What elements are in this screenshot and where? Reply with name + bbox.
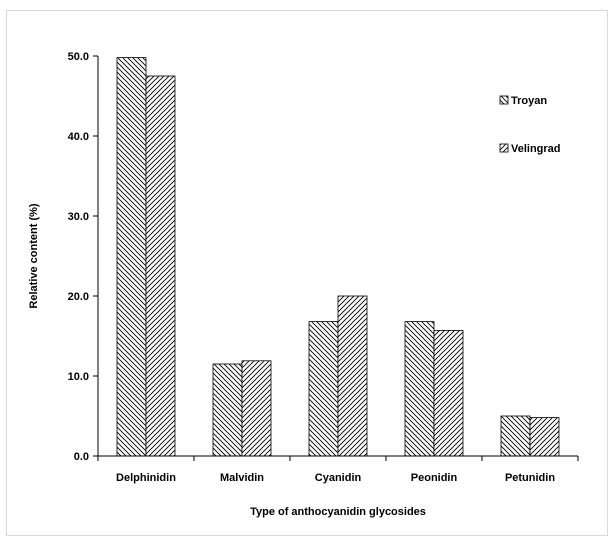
axes-group [97,56,578,457]
bar-troyan-peonidin [404,321,435,457]
bar-troyan-cyanidin [308,321,339,457]
legend-label-velingrad: Velingrad [511,143,561,155]
legend: Troyan Velingrad [499,95,561,155]
chart-frame [6,10,608,536]
y-axis-title: Relative content (%) [28,203,40,308]
y-tick-label: 40.0 [68,131,89,143]
y-tick-label: 30.0 [68,211,89,223]
bar-troyan-malvidin [212,363,243,457]
bar-velingrad-peonidin [433,329,464,457]
bar-troyan-petunidin [500,415,531,457]
x-tick-label-malvidin: Malvidin [220,472,264,484]
y-tick-label: 10.0 [68,371,89,383]
x-tick-label-cyanidin: Cyanidin [315,472,362,484]
x-tick-label-delphinidin: Delphinidin [116,472,176,484]
legend-swatch-troyan [499,95,509,105]
bar-velingrad-cyanidin [337,295,368,457]
ticks-group: 0.0 10.0 20.0 30.0 40.0 50.0 Delphinidin Malvid… [68,51,579,484]
x-tick-label-petunidin: Petunidin [505,472,555,484]
y-tick-label: 0.0 [74,451,89,463]
y-tick-label: 20.0 [68,291,89,303]
legend-label-troyan: Troyan [511,95,547,107]
x-tick-label-peonidin: Peonidin [411,472,458,484]
bar-velingrad-petunidin [529,417,560,457]
bar-velingrad-delphinidin [145,75,176,457]
x-axis-title: Type of anthocyanidin glycosides [250,506,426,518]
bar-velingrad-malvidin [241,360,272,457]
bars-group [116,57,560,457]
y-tick-label: 50.0 [68,51,89,63]
bar-troyan-delphinidin [116,57,147,457]
legend-swatch-velingrad [499,143,509,153]
